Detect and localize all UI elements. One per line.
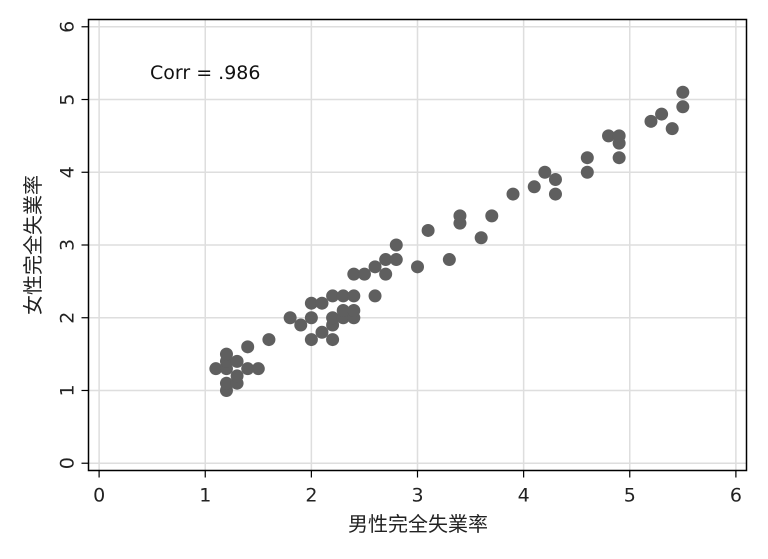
scatter-point [474, 231, 488, 245]
y-tick-label: 2 [57, 312, 79, 324]
scatter-point [230, 354, 244, 368]
scatter-point [612, 151, 626, 165]
y-tick-label: 1 [57, 384, 79, 396]
scatter-point [411, 260, 424, 274]
scatter-point [304, 333, 318, 347]
y-tick-label: 0 [57, 457, 79, 469]
data-points [209, 85, 690, 397]
scatter-point [230, 369, 244, 383]
scatter-point [644, 114, 658, 128]
scatter-point [676, 100, 690, 114]
x-tick-label: 4 [518, 485, 530, 507]
scatter-point [602, 129, 616, 143]
y-axis-title: 女性完全失業率 [21, 175, 45, 315]
scatter-point [336, 303, 350, 317]
grid-lines [88, 19, 747, 471]
scatter-point [676, 85, 690, 99]
axis-ticks: 0 1 2 3 4 5 6 0 1 2 3 4 5 6 [57, 21, 742, 507]
scatter-point [421, 223, 435, 237]
scatter-point [389, 238, 403, 252]
scatter-point [368, 260, 382, 274]
scatter-point [326, 289, 340, 303]
scatter-point [336, 289, 350, 303]
scatter-point [315, 296, 329, 310]
scatter-point [506, 187, 520, 201]
scatter-point [209, 362, 223, 376]
x-tick-label: 2 [305, 485, 317, 507]
scatter-point [548, 187, 562, 201]
x-tick-label: 6 [730, 485, 742, 507]
scatter-point [315, 325, 329, 339]
scatter-point [665, 122, 679, 136]
scatter-point [379, 253, 393, 267]
scatter-point [304, 311, 318, 325]
scatter-point [304, 296, 318, 310]
scatter-point [612, 129, 626, 143]
x-tick-label: 5 [624, 485, 636, 507]
scatter-point [580, 151, 594, 165]
scatter-point [357, 267, 371, 281]
scatter-point [580, 165, 594, 179]
scatter-point [347, 289, 361, 303]
scatter-point [389, 253, 403, 267]
scatter-point [485, 209, 499, 223]
scatter-point [347, 303, 361, 317]
scatter-point [219, 376, 233, 390]
x-axis-title: 男性完全失業率 [348, 512, 488, 536]
y-tick-label: 4 [57, 166, 79, 178]
scatter-point [241, 340, 255, 354]
y-tick-label: 5 [57, 93, 79, 105]
scatter-point [379, 267, 393, 281]
scatter-point [294, 318, 308, 332]
scatter-point [326, 311, 340, 325]
scatter-point [326, 333, 340, 347]
scatter-point [283, 311, 297, 325]
scatter-point [347, 267, 361, 281]
x-tick-label: 0 [93, 485, 105, 507]
scatter-point [241, 362, 255, 376]
scatter-point [548, 173, 562, 187]
scatter-point [655, 107, 669, 121]
scatter-point [368, 289, 382, 303]
scatter-point [538, 165, 552, 179]
scatter-point [442, 253, 456, 267]
correlation-annotation: Corr = .986 [150, 62, 260, 84]
x-tick-label: 1 [199, 485, 211, 507]
scatter-point [453, 209, 467, 223]
scatter-point [262, 333, 276, 347]
scatter-point [219, 347, 233, 361]
scatter-point [251, 362, 265, 376]
scatter-point [527, 180, 541, 194]
y-tick-label: 3 [57, 239, 79, 251]
y-tick-label: 6 [57, 21, 79, 33]
x-tick-label: 3 [411, 485, 423, 507]
